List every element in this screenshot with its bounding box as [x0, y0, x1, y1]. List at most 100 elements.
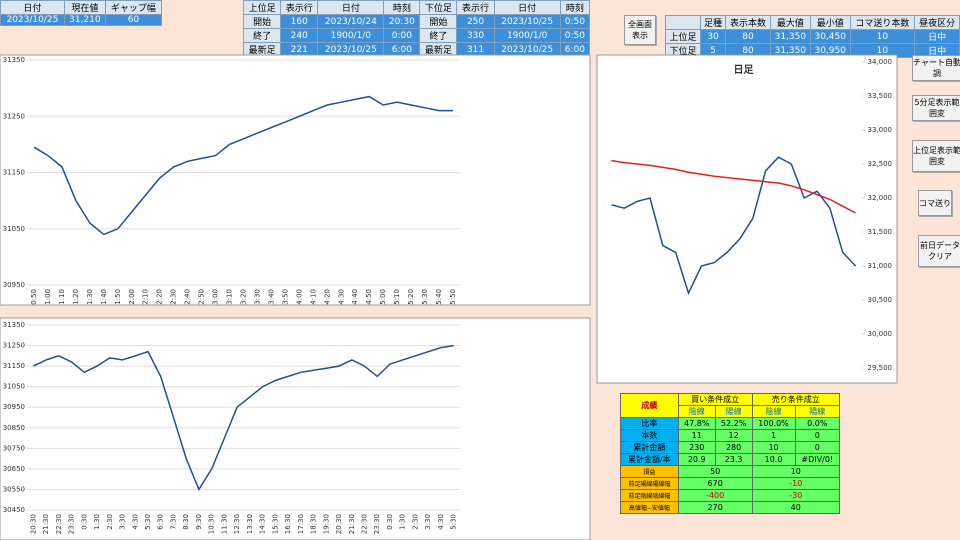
cell: 10 [849, 43, 916, 58]
y-tick-label: 31250 [3, 112, 25, 120]
x-tick-label: 2:10 [142, 289, 150, 305]
x-tick-label: 5:50 [449, 289, 457, 305]
x-tick-label: 9:30 [195, 514, 203, 530]
price-line [611, 156, 857, 296]
x-tick-label: 3:20 [240, 289, 248, 305]
x-tick-label: 2:40 [184, 289, 192, 305]
x-tick-label: 4:40 [351, 289, 359, 305]
cell [665, 15, 701, 30]
cell: 1 [751, 429, 796, 442]
x-tick-label: 4:30 [337, 289, 345, 305]
x-tick-label: 17:30 [297, 514, 305, 534]
cell: 100.0% [751, 417, 796, 430]
x-tick-label: 1:30 [399, 514, 407, 530]
y-tick-label: 31,000 [868, 262, 893, 270]
x-tick-label: 21:30 [42, 514, 50, 534]
chart-frame [0, 317, 591, 540]
cell: 5 [699, 43, 727, 58]
y-tick-label: 32,500 [868, 160, 893, 168]
cell: 時刻 [383, 0, 421, 15]
cell: 10.0 [751, 453, 796, 466]
cell: 累計金額/本 [620, 453, 679, 466]
cell: 成績 [620, 393, 679, 418]
x-tick-label: 3:40 [267, 289, 275, 305]
cell: 日付 [493, 0, 561, 15]
x-tick-label: 13:30 [246, 514, 254, 534]
y-tick-label: 30850 [3, 424, 25, 432]
cell: 前足陰線陰線幅 [620, 489, 679, 502]
cell: 陽線 [714, 405, 753, 418]
y-tick-label: 30550 [3, 485, 25, 493]
x-tick-label: 0:30 [80, 514, 88, 530]
cell: 陽線 [794, 405, 841, 418]
x-tick-label: 2:30 [106, 514, 114, 530]
x-tick-label: 20:30 [335, 514, 343, 534]
x-tick-label: 15:30 [271, 514, 279, 534]
chart-frame [0, 54, 591, 306]
x-tick-label: 5:20 [407, 289, 415, 305]
cell: 330 [456, 28, 495, 43]
cell: 31,350 [769, 43, 811, 58]
cell: 下位足 [419, 0, 458, 15]
chart-title: 日足 [734, 64, 755, 76]
price-line [611, 159, 856, 214]
cell: 80 [725, 29, 771, 44]
cell: 比率 [620, 417, 679, 430]
cell: 上位足 [242, 0, 282, 15]
cell: -30 [751, 489, 841, 502]
x-tick-label: 21:30 [348, 514, 356, 534]
cell: 2023/10/25 [0, 14, 65, 26]
cell: 30,950 [809, 43, 851, 58]
x-tick-label: 0:30 [386, 514, 394, 530]
cell: 日中 [914, 29, 960, 44]
cell: 本数 [620, 429, 679, 442]
button[interactable]: 前日データクリア [918, 235, 960, 267]
cell: 終了 [419, 28, 458, 43]
cell: 12 [714, 429, 753, 442]
cell: #DIV/0! [794, 453, 841, 466]
cell: 前足陽線陽線幅 [620, 477, 679, 490]
x-tick-label: 3:00 [212, 289, 220, 305]
fullscreen-button[interactable]: 全画面表示 [624, 15, 656, 45]
y-tick-label: 31,500 [868, 228, 893, 236]
y-tick-label: 34,000 [868, 58, 893, 66]
x-tick-label: 2:00 [128, 289, 136, 305]
cell: 表示本数 [725, 15, 771, 30]
y-tick-label: 32,000 [868, 194, 893, 202]
x-tick-label: 3:30 [119, 514, 127, 530]
cell: 足種 [699, 15, 727, 30]
button[interactable]: 上位足表示範囲変 [912, 140, 960, 172]
y-tick-label: 30450 [3, 506, 25, 514]
y-tick-label: 31150 [3, 362, 25, 370]
y-tick-label: 30950 [3, 403, 25, 411]
x-tick-label: 1:00 [44, 289, 52, 305]
x-tick-label: 7:30 [169, 514, 177, 530]
cell: 23.3 [714, 453, 753, 466]
button[interactable]: 5分足表示範囲変 [912, 95, 960, 121]
x-tick-label: 2:30 [170, 289, 178, 305]
x-tick-label: 19:30 [322, 514, 330, 534]
x-tick-label: 23:30 [68, 514, 76, 534]
cell: 0:50 [559, 14, 591, 29]
x-tick-label: 1:40 [100, 289, 108, 305]
x-tick-label: 11:30 [220, 514, 228, 534]
button[interactable]: コマ送り [918, 190, 952, 216]
y-tick-label: 31350 [3, 321, 25, 329]
x-tick-label: 5:10 [393, 289, 401, 305]
x-tick-label: 2:30 [411, 514, 419, 530]
x-tick-label: 2:50 [198, 289, 206, 305]
x-tick-label: 12:30 [233, 514, 241, 534]
x-tick-label: 22:30 [55, 514, 63, 534]
cell: 270 [677, 501, 753, 514]
y-tick-label: 30950 [3, 281, 25, 289]
cell: 30 [699, 29, 727, 44]
button[interactable]: チャート自動調 [912, 55, 960, 81]
cell: 31,210 [63, 14, 106, 26]
x-tick-label: 4:20 [323, 289, 331, 305]
y-tick-label: 30650 [3, 465, 25, 473]
cell: 280 [714, 441, 753, 454]
header-left: 日付 現在値 ギャップ幅 2023/10/25 31,210 60 [0, 0, 163, 26]
cell: 40 [751, 501, 841, 514]
